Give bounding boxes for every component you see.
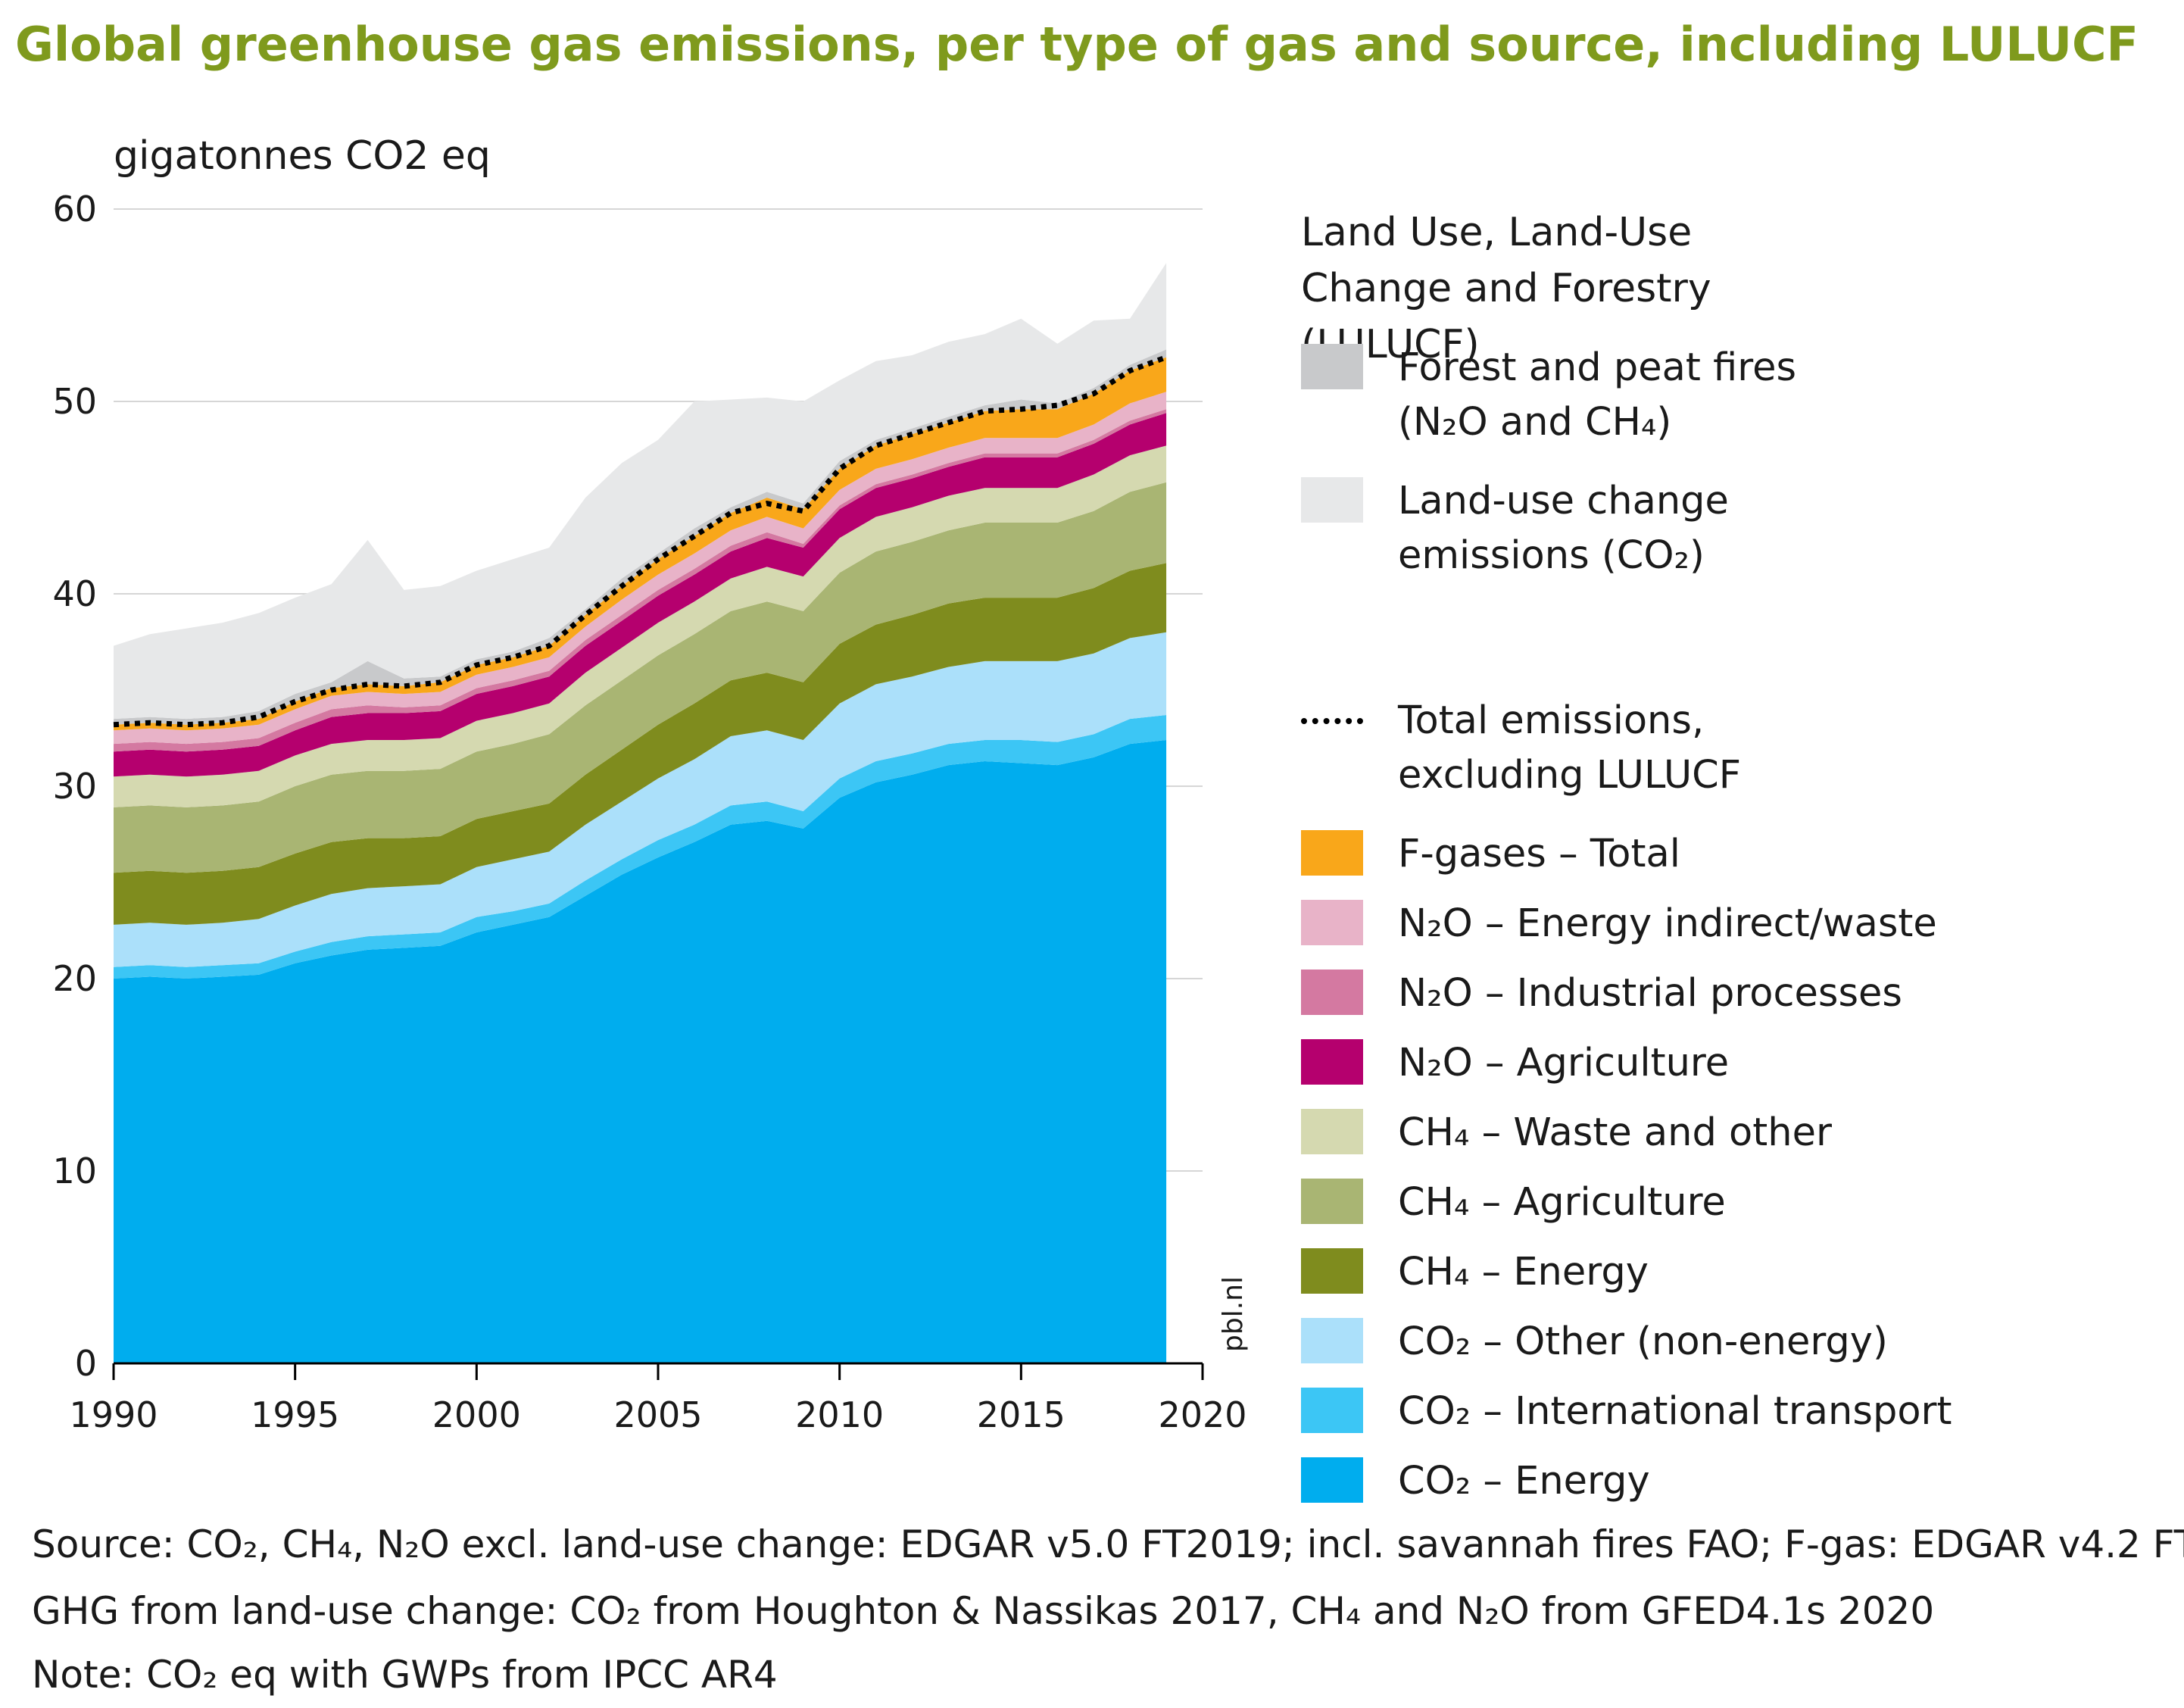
area-fgas <box>114 357 1167 731</box>
footer-source: Source: CO₂, CH₄, N₂O excl. land-use cha… <box>32 1522 2184 1566</box>
x-tick-label-1995: 1995 <box>251 1394 339 1435</box>
total-excluding-lulucf-line <box>113 354 1168 728</box>
x-tick-label-2005: 2005 <box>613 1394 702 1435</box>
legend-label-co2-transport: CO₂ – International transport <box>1398 1389 1952 1434</box>
legend-label-n2o-energy: N₂O – Energy indirect/waste <box>1398 901 1937 946</box>
legend-swatch-ch4-agriculture <box>1301 1179 1363 1224</box>
legend-swatch-total <box>1301 718 1363 724</box>
area-co2_transport <box>114 715 1167 979</box>
y-tick-label-30: 30 <box>52 766 97 807</box>
legend-label-co2-energy: CO₂ – Energy <box>1398 1459 1650 1503</box>
area-co2_energy <box>114 740 1167 1363</box>
chart-title: Global greenhouse gas emissions, per typ… <box>15 17 2139 72</box>
y-tick-label-40: 40 <box>52 573 97 614</box>
area-ch4_energy <box>114 563 1167 925</box>
footer-note: Note: CO₂ eq with GWPs from IPCC AR4 <box>32 1653 778 1697</box>
area-co2_other <box>114 632 1167 967</box>
area-n2o_agriculture <box>114 413 1167 777</box>
legend-label-fgas: F-gases – Total <box>1398 832 1680 876</box>
footer-luc: GHG from land-use change: CO₂ from Hough… <box>32 1589 1935 1633</box>
legend-swatch-ch4-waste <box>1301 1109 1363 1154</box>
legend-label-ch4-waste: CH₄ – Waste and other <box>1398 1110 1832 1155</box>
legend-swatch-fires <box>1301 344 1363 389</box>
legend-swatch-co2-energy <box>1301 1457 1363 1503</box>
legend-swatch-n2o-agriculture <box>1301 1039 1363 1085</box>
legend-label-luc: Land-use change emissions (CO₂) <box>1398 479 1729 578</box>
legend-label-fires: Forest and peat fires (N₂O and CH₄) <box>1398 345 1797 445</box>
y-tick-label-50: 50 <box>52 381 97 422</box>
legend-label-ch4-agriculture: CH₄ – Agriculture <box>1398 1180 1726 1225</box>
y-tick-label-20: 20 <box>52 958 97 999</box>
y-tick-label-0: 0 <box>75 1343 97 1384</box>
x-tick-label-2020: 2020 <box>1158 1394 1246 1435</box>
legend-swatch-co2-transport <box>1301 1388 1363 1433</box>
legend-swatch-fgas <box>1301 830 1363 876</box>
area-ch4_agriculture <box>114 482 1167 873</box>
legend-swatch-co2-other <box>1301 1318 1363 1363</box>
legend-swatch-ch4-energy <box>1301 1248 1363 1294</box>
legend-swatch-luc <box>1301 477 1363 523</box>
x-tick-label-2015: 2015 <box>977 1394 1065 1435</box>
legend-swatch-n2o-energy <box>1301 900 1363 945</box>
x-tick-label-2010: 2010 <box>795 1394 884 1435</box>
y-tick-label-60: 60 <box>52 189 97 230</box>
y-axis-label: gigatonnes CO2 eq <box>114 133 491 179</box>
legend-label-n2o-agriculture: N₂O – Agriculture <box>1398 1041 1730 1085</box>
legend-label-ch4-energy: CH₄ – Energy <box>1398 1250 1649 1294</box>
area-luc <box>114 263 1167 720</box>
stacked-area-chart: 1990 1995 2000 2005 2010 2015 2020 0 10 20 30 40 50 6… <box>52 189 1249 1435</box>
legend-label-n2o-industrial: N₂O – Industrial processes <box>1398 971 1902 1016</box>
y-tick-label-10: 10 <box>52 1151 97 1191</box>
x-tick-label-1990: 1990 <box>69 1394 158 1435</box>
watermark: pbl.nl <box>1218 1276 1249 1352</box>
legend-label-co2-other: CO₂ – Other (non-energy) <box>1398 1319 1888 1364</box>
legend-label-total: Total emissions, excluding LULUCF <box>1398 698 1742 798</box>
area-ch4_waste <box>114 445 1167 807</box>
x-tick-label-2000: 2000 <box>432 1394 521 1435</box>
legend-swatch-n2o-industrial <box>1301 970 1363 1015</box>
